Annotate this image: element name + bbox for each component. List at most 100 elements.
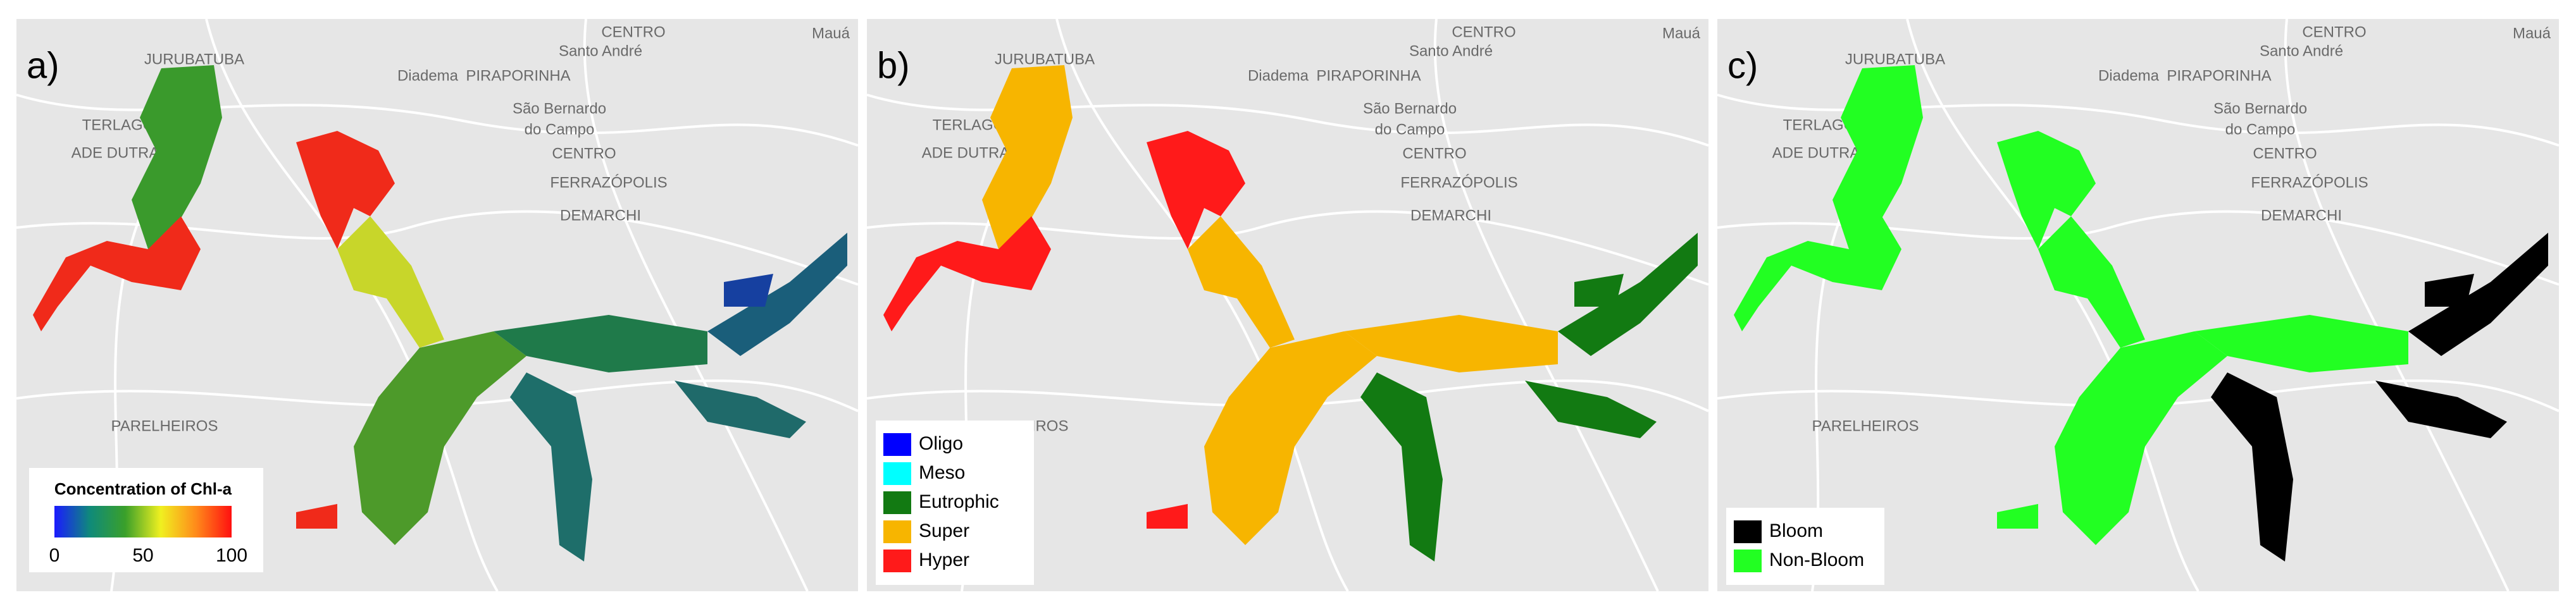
- legend-swatch: [883, 550, 911, 572]
- place-label: Santo André: [2260, 42, 2343, 59]
- reservoir: [724, 274, 773, 307]
- place-label: Diadema: [2098, 67, 2160, 84]
- reservoir: [982, 65, 1073, 249]
- place-label: DEMARCHI: [1410, 207, 1491, 224]
- place-label: Mauá: [812, 25, 850, 42]
- colorbar-tick-label: 50: [132, 545, 153, 566]
- colorbar-tick-label: 100: [216, 545, 247, 566]
- legend-swatch: [883, 433, 911, 456]
- road: [1717, 94, 2560, 147]
- panel-label: b): [877, 45, 910, 86]
- panel-label: a): [27, 45, 59, 86]
- place-label: São Bernardo: [1363, 100, 1457, 117]
- place-label: ADE DUTRA: [1772, 144, 1860, 161]
- place-label: Santo André: [1409, 42, 1493, 59]
- reservoir: [1832, 65, 1923, 249]
- reservoir: [1574, 274, 1624, 307]
- reservoir: [1558, 233, 1698, 356]
- reservoir: [1344, 315, 1558, 372]
- reservoir: [296, 504, 337, 529]
- place-label: PIRAPORINHA: [466, 67, 570, 84]
- reservoir: [33, 216, 201, 331]
- reservoir: [883, 216, 1051, 331]
- place-label: DEMARCHI: [560, 207, 641, 224]
- place-label: PIRAPORINHA: [2167, 67, 2271, 84]
- reservoir: [1360, 372, 1443, 562]
- panel-label: c): [1727, 45, 1758, 86]
- legend-label: Super: [919, 520, 969, 541]
- legend-label: Oligo: [919, 433, 963, 454]
- reservoir: [1204, 331, 1377, 545]
- road: [205, 18, 499, 592]
- place-label: DEMARCHI: [2261, 207, 2342, 224]
- place-label: ADE DUTRA: [72, 144, 159, 161]
- road: [16, 379, 859, 412]
- reservoir: [510, 372, 592, 562]
- reservoir: [1147, 504, 1188, 529]
- place-label: PARELHEIROS: [111, 417, 218, 434]
- colorbar-tick-label: 0: [49, 545, 60, 566]
- reservoir: [1188, 216, 1295, 348]
- place-label: CENTRO: [2253, 145, 2317, 162]
- place-label: CENTRO: [552, 145, 616, 162]
- colorbar: [54, 506, 232, 537]
- reservoir: [2425, 274, 2474, 307]
- legend-swatch: [1734, 520, 1762, 543]
- reservoir: [1997, 504, 2038, 529]
- reservoir: [2055, 331, 2227, 545]
- place-label: Santo André: [559, 42, 642, 59]
- place-label: do Campo: [2225, 121, 2296, 138]
- map-panel: CENTRO Mauá JURUBATUBA Diadema PIRAPORINHA Sa…: [16, 18, 859, 592]
- place-label: CENTRO: [1452, 23, 1515, 40]
- reservoir: [1734, 216, 1901, 331]
- reservoir: [707, 233, 847, 356]
- place-label: Mauá: [2513, 25, 2551, 42]
- legend-label: Non-Bloom: [1769, 550, 1864, 570]
- place-label: do Campo: [1375, 121, 1445, 138]
- place-label: Diadema: [397, 67, 459, 84]
- place-label: do Campo: [525, 121, 595, 138]
- road: [1055, 18, 1349, 592]
- legend-swatch: [1734, 550, 1762, 572]
- legend-swatch: [883, 491, 911, 514]
- place-label: CENTRO: [2302, 23, 2366, 40]
- place-label: FERRAZÓPOLIS: [550, 174, 667, 191]
- place-label: Mauá: [1662, 25, 1701, 42]
- place-label: FERRAZÓPOLIS: [2251, 174, 2368, 191]
- reservoir: [132, 65, 222, 249]
- reservoir: [2375, 381, 2507, 438]
- legend-title: Concentration of Chl-a: [54, 479, 232, 498]
- place-label: JURUBATUBA: [144, 51, 244, 68]
- reservoir: [494, 315, 707, 372]
- place-label: São Bernardo: [2213, 100, 2307, 117]
- map-panel: CENTRO Mauá JURUBATUBA Diadema PIRAPORINHA Sa…: [866, 18, 1709, 592]
- place-label: PARELHEIROS: [1812, 417, 1919, 434]
- reservoir: [1525, 381, 1657, 438]
- place-label: FERRAZÓPOLIS: [1400, 174, 1517, 191]
- reservoir: [296, 131, 395, 249]
- reservoir: [2211, 372, 2293, 562]
- place-label: Diadema: [1248, 67, 1309, 84]
- place-label: CENTRO: [601, 23, 665, 40]
- road: [866, 379, 1709, 412]
- reservoir: [675, 381, 806, 438]
- legend-box: [1726, 508, 1884, 585]
- reservoir: [2408, 233, 2548, 356]
- place-label: PIRAPORINHA: [1316, 67, 1421, 84]
- legend-label: Hyper: [919, 550, 969, 570]
- road: [866, 94, 1709, 147]
- road: [16, 94, 859, 147]
- legend-label: Meso: [919, 462, 965, 483]
- reservoir: [1997, 131, 2096, 249]
- place-label: JURUBATUBA: [995, 51, 1095, 68]
- map-panel: CENTRO Mauá JURUBATUBA Diadema PIRAPORINHA Sa…: [1717, 18, 2560, 592]
- reservoir: [2194, 315, 2408, 372]
- legend-swatch: [883, 462, 911, 485]
- legend-swatch: [883, 520, 911, 543]
- legend-label: Eutrophic: [919, 491, 999, 512]
- road: [1906, 18, 2200, 592]
- place-label: ADE DUTRA: [922, 144, 1010, 161]
- place-label: São Bernardo: [513, 100, 606, 117]
- reservoir: [2038, 216, 2145, 348]
